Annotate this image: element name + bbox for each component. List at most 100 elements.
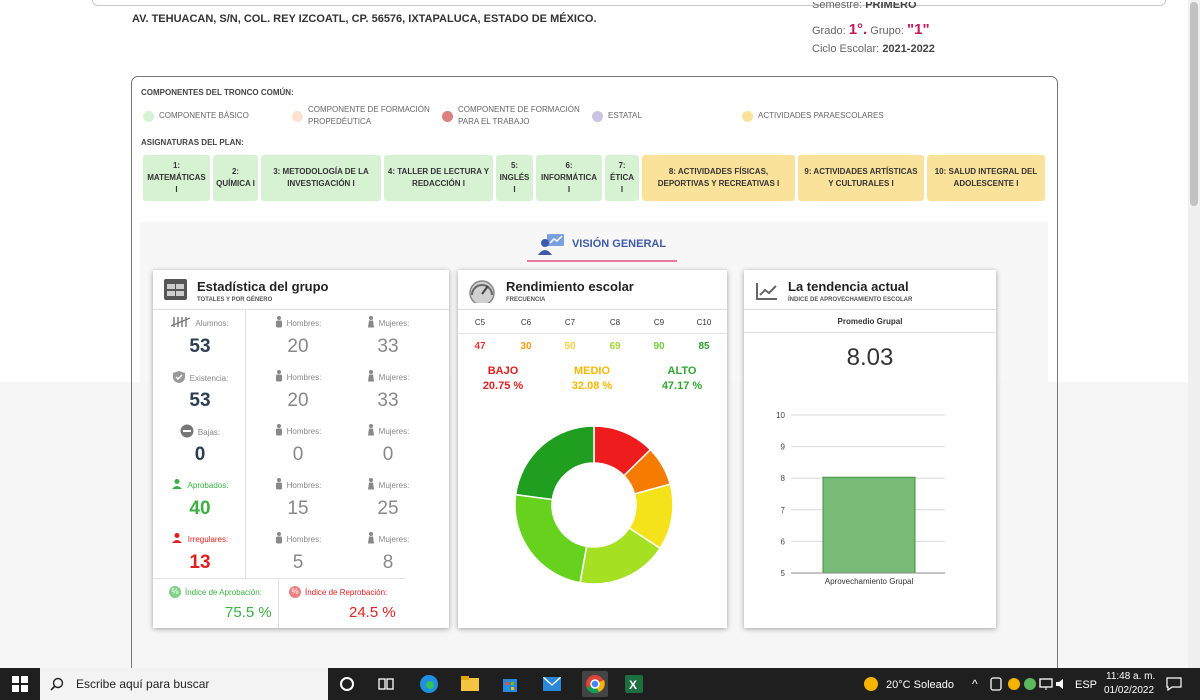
stat-cell: Existencia: 53 bbox=[155, 364, 245, 418]
frequency-header: C9 bbox=[653, 318, 665, 327]
stat-label-text: Mujeres: bbox=[378, 534, 410, 544]
approval-index: % Índice de Aprobación: bbox=[169, 586, 262, 598]
file-explorer-icon[interactable] bbox=[460, 674, 480, 694]
performance-title: Rendimiento escolar bbox=[506, 279, 634, 294]
group-stats-panel: Estadística del grupo TOTALES Y POR GÉNE… bbox=[153, 270, 449, 628]
edge-icon[interactable] bbox=[419, 674, 439, 694]
subject-1[interactable]: 1: MATEMÁTICAS I bbox=[143, 155, 210, 201]
stat-value: 20 bbox=[287, 336, 309, 357]
network-icon[interactable] bbox=[1038, 674, 1054, 694]
frequency-header: C10 bbox=[696, 318, 712, 327]
stat-label-text: Mujeres: bbox=[378, 318, 410, 328]
approval-label: Índice de Aprobación: bbox=[185, 587, 262, 597]
stat-label: Mujeres: bbox=[343, 532, 433, 546]
performance-header: Rendimiento escolar FRECUENCIA bbox=[458, 270, 727, 310]
browser-top-bar bbox=[92, 0, 1166, 6]
frequency-value: 47 bbox=[474, 341, 486, 352]
tab-vision-general[interactable]: VISIÓN GENERAL bbox=[527, 228, 677, 262]
stat-label: Mujeres: bbox=[343, 370, 433, 384]
bar-aprovechamiento[interactable] bbox=[822, 476, 916, 574]
frequency-value: 90 bbox=[653, 341, 665, 352]
tab-vision-general-label: VISIÓN GENERAL bbox=[571, 238, 667, 250]
stat-label-text: Mujeres: bbox=[378, 426, 410, 436]
stat-label: Hombres: bbox=[253, 316, 343, 330]
performance-level: MEDIO 32.08 % bbox=[557, 364, 627, 394]
subject-10[interactable]: 10: SALUD INTEGRAL DEL ADOLESCENTE I bbox=[927, 155, 1045, 201]
weather-text[interactable]: 20°C Soleado bbox=[886, 679, 955, 691]
stat-value: 13 bbox=[189, 552, 211, 573]
volume-icon[interactable] bbox=[1054, 674, 1070, 694]
female-person-icon bbox=[367, 370, 375, 384]
scrollbar-thumb[interactable] bbox=[1190, 2, 1198, 206]
subject-5[interactable]: 5: INGLÉS I bbox=[496, 155, 533, 201]
excel-icon[interactable]: X bbox=[624, 674, 644, 694]
school-info: Semestre: PRIMERO Grado: 1°. Grupo: "1" … bbox=[812, 2, 935, 58]
legend-work-dot bbox=[442, 110, 453, 122]
stat-cell: Aprobados: 40 bbox=[155, 472, 245, 526]
task-view-icon[interactable] bbox=[376, 674, 396, 694]
performance-subtitle: FRECUENCIA bbox=[506, 297, 546, 303]
tray-security-icon[interactable] bbox=[1006, 674, 1022, 694]
language-indicator[interactable]: ESP bbox=[1075, 679, 1098, 691]
subject-6[interactable]: 6: INFORMÁTICA I bbox=[536, 155, 602, 201]
speedometer-icon bbox=[469, 280, 495, 303]
mail-icon[interactable] bbox=[542, 674, 562, 694]
stat-value: 33 bbox=[377, 390, 399, 411]
stat-label: Mujeres: bbox=[343, 316, 433, 330]
user-chart-icon bbox=[537, 234, 564, 255]
stat-label: Mujeres: bbox=[343, 478, 433, 492]
minus-circle-icon bbox=[180, 424, 194, 440]
performance-level-label: ALTO bbox=[667, 365, 697, 377]
legend-propaedeutic-label: COMPONENTE DE FORMACIÓN PROPEDÉUTICA bbox=[308, 105, 430, 126]
weather-sun-icon bbox=[861, 674, 881, 694]
subject-4[interactable]: 4: TALLER DE LECTURA Y REDACCIÓN I bbox=[384, 155, 493, 201]
clock-date[interactable]: 01/02/2022 bbox=[1104, 685, 1155, 696]
stat-value: 53 bbox=[189, 390, 211, 411]
performance-level-label: MEDIO bbox=[573, 365, 611, 377]
trend-title: La tendencia actual bbox=[788, 279, 909, 294]
school-address: AV. TEHUACAN, S/N, COL. REY IZCOATL, CP.… bbox=[132, 13, 597, 25]
shield-check-icon bbox=[172, 370, 186, 386]
stat-label-text: Mujeres: bbox=[378, 372, 410, 382]
donut-slice-c9[interactable] bbox=[514, 493, 588, 584]
stat-value: 8 bbox=[382, 552, 394, 573]
stat-label: Hombres: bbox=[253, 370, 343, 384]
stat-cell: Bajas: 0 bbox=[155, 418, 245, 472]
female-person-icon bbox=[367, 424, 375, 438]
subject-8[interactable]: 8: ACTIVIDADES FÍSICAS, DEPORTIVAS Y REC… bbox=[642, 155, 795, 201]
cycle-label: Ciclo Escolar: bbox=[812, 43, 880, 55]
stat-cell: Hombres: 5 bbox=[253, 526, 343, 580]
svg-text:X: X bbox=[629, 678, 637, 692]
tray-expand-icon[interactable]: ^ bbox=[972, 677, 978, 691]
donut-slice-c10[interactable] bbox=[514, 425, 595, 501]
cycle-value: 2021-2022 bbox=[882, 43, 935, 55]
clock-time[interactable]: 11:48 a. m. bbox=[1106, 671, 1156, 682]
subject-3[interactable]: 3: METODOLOGÍA DE LA INVESTIGACIÓN I bbox=[261, 155, 381, 201]
stat-label-text: Alumnos: bbox=[195, 318, 229, 328]
frequency-value: 69 bbox=[609, 341, 621, 352]
search-icon bbox=[50, 677, 64, 691]
notifications-icon[interactable] bbox=[1164, 674, 1184, 694]
legend-state-label: ESTATAL bbox=[608, 111, 642, 120]
subject-9[interactable]: 9: ACTIVIDADES ARTÍSTICAS Y CULTURALES I bbox=[798, 155, 924, 201]
stat-cell: Hombres: 15 bbox=[253, 472, 343, 526]
chrome-icon[interactable] bbox=[582, 671, 608, 697]
legend-parascholar-label: ACTIVIDADES PARAESCOLARES bbox=[758, 111, 884, 120]
cortana-icon[interactable] bbox=[337, 674, 357, 694]
tray-sync-icon[interactable] bbox=[1022, 674, 1038, 694]
group-label: Grupo: bbox=[870, 25, 904, 37]
stat-label-text: Hombres: bbox=[286, 372, 322, 382]
components-title: COMPONENTES DEL TRONCO COMÚN: bbox=[141, 88, 294, 97]
approval-value: 75.5 % bbox=[225, 604, 272, 621]
stat-cell: Hombres: 0 bbox=[253, 418, 343, 472]
store-icon[interactable] bbox=[500, 674, 520, 694]
stat-label-text: Hombres: bbox=[286, 318, 322, 328]
performance-level: ALTO 47.17 % bbox=[647, 364, 717, 394]
taskbar-search-box[interactable]: Escribe aquí para buscar bbox=[40, 668, 328, 700]
windows-start-icon[interactable] bbox=[10, 674, 30, 694]
subject-7[interactable]: 7: ÉTICA I bbox=[605, 155, 639, 201]
stat-cell: Mujeres: 25 bbox=[343, 472, 433, 526]
tray-app-icon[interactable] bbox=[988, 674, 1004, 694]
frequency-header: C6 bbox=[520, 318, 532, 327]
subject-2[interactable]: 2: QUÍMICA I bbox=[213, 155, 258, 201]
